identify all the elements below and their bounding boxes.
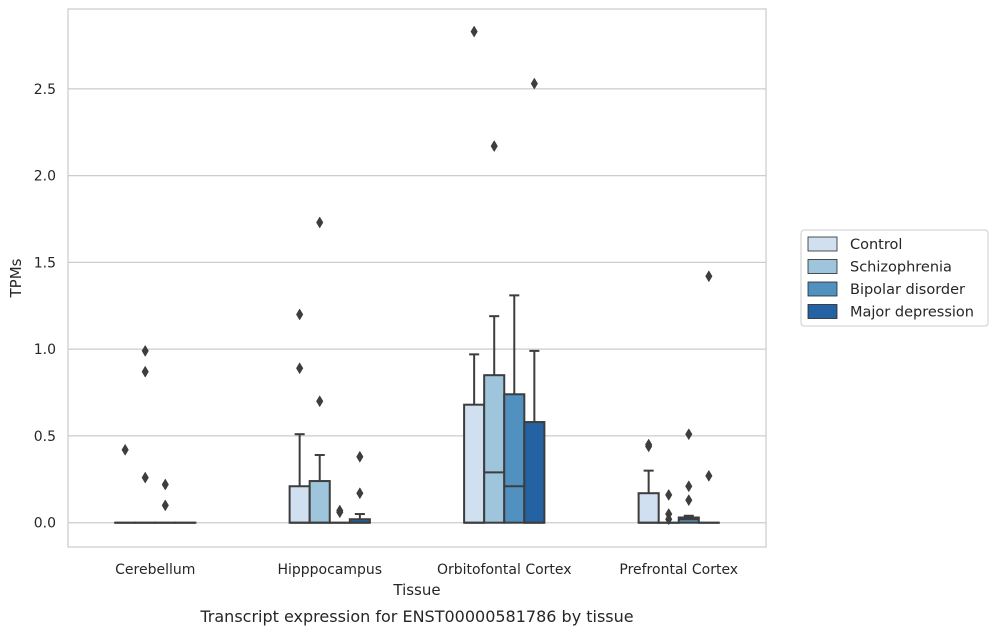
box-body bbox=[503, 393, 526, 524]
legend-label: Control bbox=[850, 237, 902, 253]
y-tick-label: 1.0 bbox=[34, 342, 56, 358]
x-tick-labels: Cerebellum Hipppocampus Orbitofontal Corte… bbox=[115, 562, 738, 578]
y-tick-label: 0.5 bbox=[34, 429, 56, 445]
box-groups bbox=[114, 25, 720, 526]
box-bipolar-disorder bbox=[503, 294, 526, 524]
outlier-point bbox=[296, 308, 304, 321]
box-major-depression bbox=[348, 450, 371, 524]
outlier-point bbox=[316, 395, 324, 408]
outlier-point bbox=[490, 140, 498, 153]
outlier-point bbox=[665, 508, 673, 521]
outlier-point bbox=[530, 77, 538, 90]
outlier-point bbox=[685, 428, 693, 441]
y-tick-label: 2.0 bbox=[34, 169, 56, 185]
plot-area-frame bbox=[67, 8, 767, 548]
y-tick-label: 1.5 bbox=[34, 255, 56, 271]
outlier-point bbox=[705, 469, 713, 482]
y-tick-labels: 0.0 0.5 1.0 1.5 2.0 2.5 bbox=[34, 82, 56, 532]
x-tick-label: Hipppocampus bbox=[277, 562, 382, 578]
y-tick-label: 0.0 bbox=[34, 516, 56, 532]
legend-swatch bbox=[807, 236, 838, 252]
outlier-point bbox=[141, 365, 149, 378]
legend-swatch bbox=[807, 259, 838, 274]
y-tick-label: 2.5 bbox=[34, 82, 56, 98]
box-control bbox=[288, 308, 311, 524]
outlier-point bbox=[141, 471, 149, 484]
box-body bbox=[523, 421, 546, 524]
y-axis-label: TPMs bbox=[7, 258, 25, 298]
box-body bbox=[637, 492, 660, 524]
box-control bbox=[463, 25, 486, 524]
box-body bbox=[288, 485, 311, 524]
chart-caption: Transcript expression for ENST0000058178… bbox=[199, 607, 633, 626]
box-bipolar-disorder bbox=[154, 478, 177, 524]
outlier-point bbox=[161, 499, 169, 512]
outlier-point bbox=[685, 494, 693, 507]
outlier-point bbox=[356, 450, 364, 463]
x-axis-label: Tissue bbox=[392, 581, 440, 599]
box-major-depression bbox=[697, 270, 720, 524]
x-tick-label: Orbitofontal Cortex bbox=[437, 562, 572, 578]
outlier-point bbox=[316, 216, 324, 229]
outlier-point bbox=[121, 443, 129, 456]
outlier-point bbox=[685, 480, 693, 493]
legend-label: Major depression bbox=[850, 305, 974, 321]
box-schizophrenia bbox=[308, 216, 331, 524]
x-tick-label: Cerebellum bbox=[115, 562, 195, 578]
legend: Control Schizophrenia Bipolar disorder Majo… bbox=[800, 229, 989, 327]
outlier-point bbox=[296, 362, 304, 375]
box-control bbox=[114, 443, 137, 524]
outlier-point bbox=[161, 478, 169, 491]
x-tick-label: Prefrontal Cortex bbox=[619, 562, 738, 578]
outlier-point bbox=[705, 270, 713, 283]
grid-lines bbox=[68, 88, 766, 524]
box-body bbox=[483, 374, 506, 524]
legend-label: Schizophrenia bbox=[850, 260, 952, 276]
outlier-point bbox=[141, 344, 149, 357]
outlier-point bbox=[645, 438, 653, 451]
outlier-point bbox=[470, 25, 478, 38]
box-bipolar-disorder bbox=[328, 504, 351, 524]
box-body bbox=[308, 480, 331, 524]
box-body bbox=[463, 403, 486, 524]
legend-label: Bipolar disorder bbox=[850, 282, 965, 298]
outlier-point bbox=[665, 488, 673, 501]
box-schizophrenia bbox=[657, 488, 680, 526]
legend-frame bbox=[800, 229, 989, 327]
outlier-point bbox=[336, 504, 344, 517]
box-schizophrenia bbox=[134, 344, 157, 524]
legend-swatch bbox=[807, 304, 838, 319]
box-bipolar-disorder bbox=[677, 428, 700, 524]
box-schizophrenia bbox=[483, 140, 506, 524]
outlier-point bbox=[356, 487, 364, 500]
box-control bbox=[637, 438, 660, 524]
legend-swatch bbox=[807, 281, 838, 297]
box-major-depression bbox=[523, 77, 546, 524]
